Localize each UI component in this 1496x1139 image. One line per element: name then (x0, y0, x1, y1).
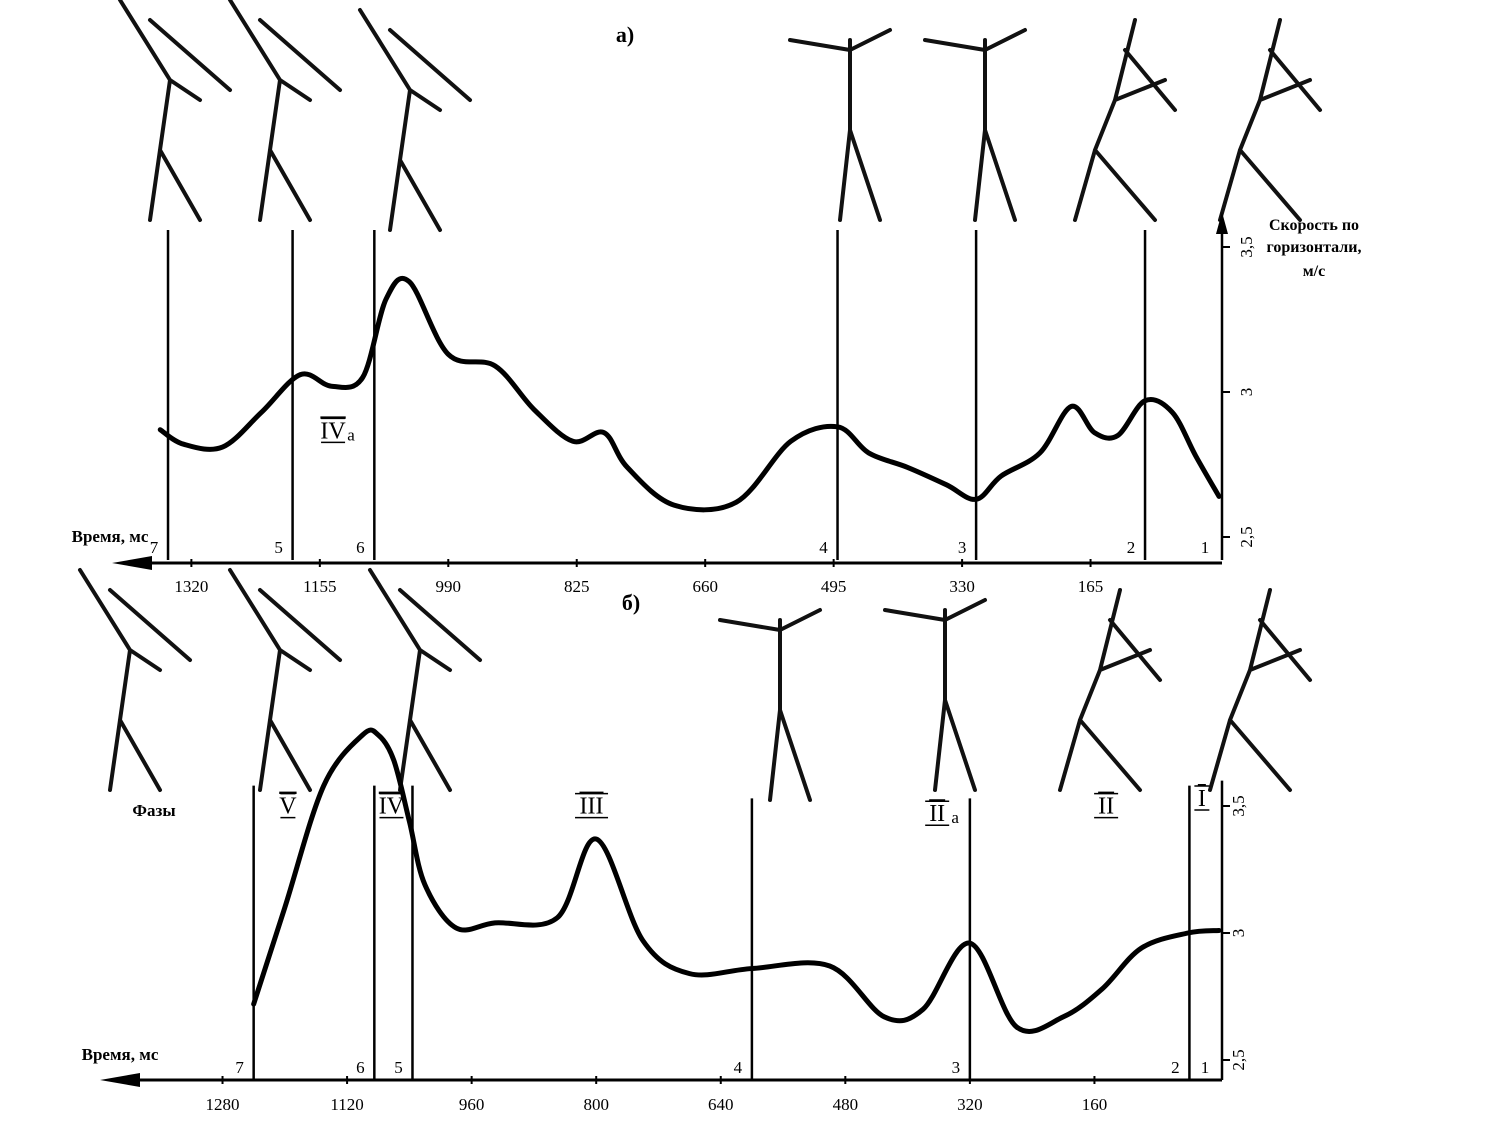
x-tick-label: 800 (583, 1095, 609, 1114)
x-axis-label: Время, мс (72, 527, 149, 546)
phase-number-7: 7 (235, 1058, 244, 1077)
stick-figure-body (1220, 20, 1320, 220)
y-tick-label: 3,5 (1229, 795, 1248, 816)
stick-figure-body (1210, 590, 1310, 790)
x-tick-label: 825 (564, 577, 590, 596)
velocity-curve (254, 730, 1219, 1031)
athlete-figure-a (925, 30, 1025, 220)
phase-name: IV (379, 794, 405, 820)
stick-figure-body (360, 10, 470, 230)
y-tick-label: 2,5 (1237, 526, 1256, 547)
stick-figure-body (230, 570, 340, 790)
x-axis-arrow (112, 556, 152, 570)
phase-name: IV (320, 418, 346, 444)
stick-figure-body (885, 600, 985, 790)
phase-number-6: 6 (356, 538, 365, 557)
y-tick-label: 3,5 (1237, 236, 1256, 257)
phase-name: V (279, 794, 297, 820)
y-axis-label-line: горизонтали, (1267, 239, 1362, 256)
stick-figure-body (370, 570, 480, 790)
athlete-figure-a (360, 10, 470, 230)
chart-panel-b: б) Время, мс 1280 1120 960 800 640 480 320 160 2,5… (82, 590, 1248, 1114)
stick-figure-body (1075, 20, 1175, 220)
velocity-curve (160, 278, 1219, 509)
y-axis-arrow (1216, 212, 1228, 234)
x-tick-label: 330 (949, 577, 975, 596)
stick-figure-body (230, 0, 340, 220)
x-tick-label: 320 (957, 1095, 983, 1114)
phase-name-subscript: а (347, 425, 355, 444)
athlete-figure-b (1210, 590, 1310, 790)
x-tick-label: 160 (1082, 1095, 1108, 1114)
phase-number-3: 3 (952, 1058, 961, 1077)
y-tick-label: 3 (1237, 388, 1256, 397)
athlete-figure-b (720, 610, 820, 800)
phases-legend-title: Фазы (132, 801, 175, 820)
phase-number-3: 3 (958, 538, 967, 557)
phase-number-5: 5 (274, 538, 283, 557)
y-tick-label: 3 (1229, 929, 1248, 938)
x-axis-arrow (100, 1073, 140, 1087)
stick-figure-body (925, 30, 1025, 220)
x-tick-label: 165 (1078, 577, 1104, 596)
phase-name: II (929, 801, 945, 827)
stick-figure-body (120, 0, 230, 220)
x-tick-label: 640 (708, 1095, 734, 1114)
y-axis-label-line: Скорость по (1269, 217, 1359, 234)
phase-number-2: 2 (1127, 538, 1136, 557)
x-tick-label: 495 (821, 577, 847, 596)
phase-number-1: 1 (1201, 1058, 1210, 1077)
x-axis-label: Время, мс (82, 1045, 159, 1064)
x-tick-label: 960 (459, 1095, 485, 1114)
athlete-figure-b (1060, 590, 1160, 790)
athlete-figure-b (370, 570, 480, 790)
phase-number-5: 5 (394, 1058, 403, 1077)
athlete-figure-b (230, 570, 340, 790)
phase-name: I (1198, 786, 1206, 812)
chart-title: б) (622, 590, 640, 615)
x-tick-label: 1280 (206, 1095, 240, 1114)
athlete-figure-a (1075, 20, 1175, 220)
phase-name: III (580, 794, 604, 820)
chart-title: а) (616, 22, 634, 47)
x-tick-label: 990 (436, 577, 462, 596)
x-tick-label: 1155 (303, 577, 336, 596)
athlete-figure-b (885, 600, 985, 790)
x-tick-label: 1320 (174, 577, 208, 596)
stick-figure-body (720, 610, 820, 800)
y-tick-label: 2,5 (1229, 1049, 1248, 1070)
phase-number-4: 4 (734, 1058, 743, 1077)
athlete-figure-a (1220, 20, 1320, 220)
athlete-figure-b (80, 570, 190, 790)
y-axis-label-line: м/с (1303, 263, 1325, 280)
stick-figure-body (80, 570, 190, 790)
phase-number-6: 6 (356, 1058, 365, 1077)
phase-name-subscript: а (951, 808, 959, 827)
phase-number-7: 7 (150, 538, 159, 557)
stick-figure-body (1060, 590, 1160, 790)
phase-number-2: 2 (1171, 1058, 1180, 1077)
x-tick-label: 660 (692, 577, 718, 596)
athlete-figure-a (790, 30, 890, 220)
athlete-figure-a (120, 0, 230, 220)
stick-figure-body (790, 30, 890, 220)
x-tick-label: 1120 (330, 1095, 363, 1114)
athlete-figures (80, 0, 1320, 800)
phase-name: II (1098, 794, 1114, 820)
athlete-figure-a (230, 0, 340, 220)
x-tick-label: 480 (833, 1095, 859, 1114)
phase-number-4: 4 (819, 538, 828, 557)
phase-number-1: 1 (1201, 538, 1210, 557)
